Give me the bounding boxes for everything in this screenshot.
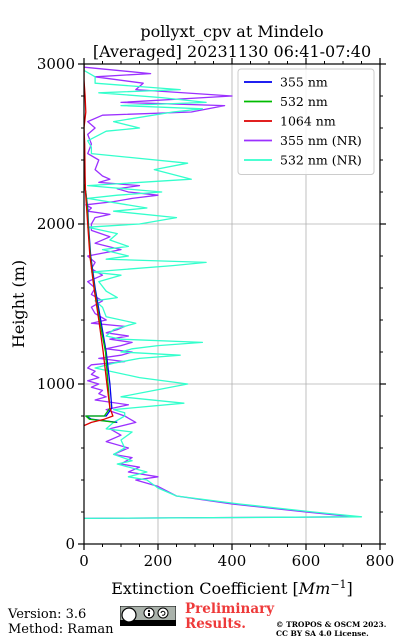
y-axis-label: Height (m)	[9, 260, 28, 348]
y-tick-label: 1000	[37, 375, 75, 393]
legend-box	[237, 68, 375, 175]
method-text: Method: Raman	[8, 622, 114, 637]
series-line-4	[84, 64, 363, 520]
legend-label-3: 355 nm (NR)	[280, 133, 362, 148]
x-tick-label: 600	[292, 552, 321, 570]
cc-by-sa-badge	[120, 606, 176, 626]
series-line-2	[84, 64, 114, 427]
legend-label-2: 1064 nm	[280, 114, 336, 129]
preliminary-results-text: Preliminary Results.	[185, 602, 274, 632]
version-text: Version: 3.6	[8, 607, 87, 622]
series-line-0	[84, 183, 118, 424]
series-layer	[84, 64, 363, 520]
legend-label-4: 532 nm (NR)	[280, 153, 362, 168]
x-axis-label-prefix: Extinction Coefficient [	[111, 579, 299, 598]
y-tick-label: 0	[65, 535, 75, 553]
x-axis-label: Extinction Coefficient [Mm−1]	[111, 578, 353, 599]
legend: 355 nm 532 nm 1064 nm 355 nm (NR) 532 nm (NR…	[237, 68, 375, 175]
copyright-line-2: CC BY SA 4.0 License.	[276, 629, 369, 638]
cc-icon	[121, 607, 137, 623]
chart-title: pollyxt_cpv at Mindelo	[140, 22, 323, 41]
chart-subtitle: [Averaged] 20231130 06:41-07:40	[93, 42, 371, 61]
y-tick-label: 2000	[37, 215, 75, 233]
legend-label-0: 355 nm	[280, 75, 328, 90]
copyright-line-1: © TROPOS & OSCM 2023.	[276, 620, 387, 629]
sa-icon	[157, 607, 169, 619]
axis-ticks: 0 200 400 600 800 0 1000 2000 3000	[37, 55, 395, 570]
legend-label-1: 532 nm	[280, 94, 328, 109]
x-tick-label: 200	[144, 552, 173, 570]
x-axis-label-suffix: ]	[347, 579, 353, 598]
x-axis-label-unit: Mm	[298, 579, 331, 598]
x-tick-label: 800	[366, 552, 395, 570]
x-tick-label: 0	[79, 552, 89, 570]
y-tick-label: 3000	[37, 55, 75, 73]
x-tick-label: 400	[218, 552, 247, 570]
preliminary-line-1: Preliminary	[185, 601, 275, 617]
copyright-text: © TROPOS & OSCM 2023. CC BY SA 4.0 Licen…	[276, 620, 386, 638]
preliminary-line-2: Results.	[185, 616, 246, 632]
x-axis-label-exp: −1	[330, 578, 346, 591]
